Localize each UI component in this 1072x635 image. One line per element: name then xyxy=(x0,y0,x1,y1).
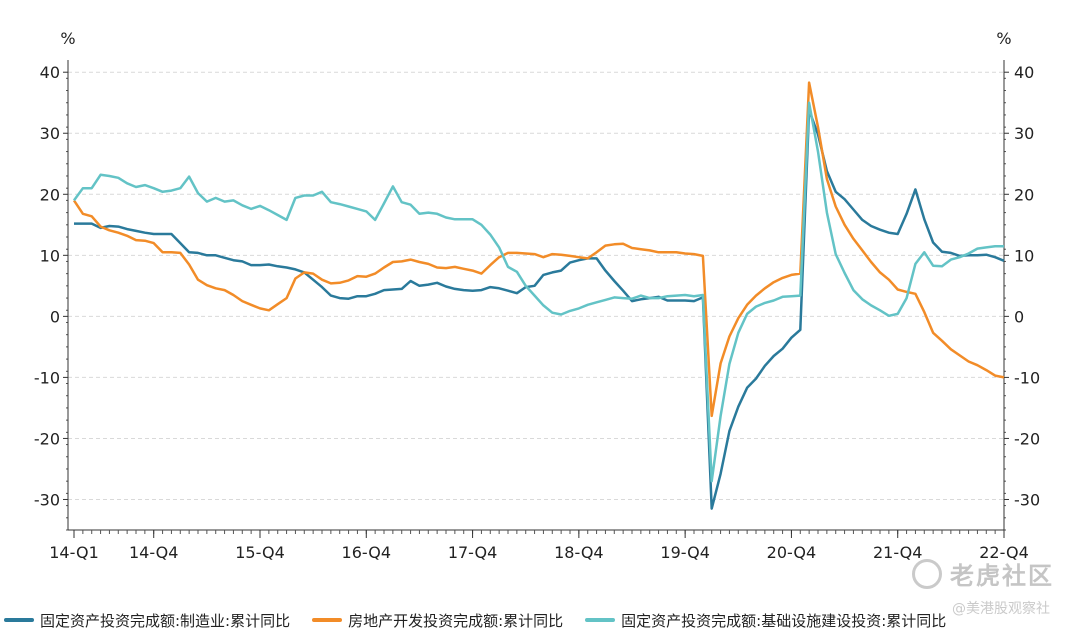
series-line-2 xyxy=(72,81,1005,418)
series-line-3 xyxy=(72,101,1004,483)
y-tick-label-right: 20 xyxy=(1014,185,1034,204)
right-unit-label: % xyxy=(996,29,1011,48)
y-tick-label-left: 20 xyxy=(40,185,60,204)
watermark: 老虎社区 xyxy=(912,556,1054,591)
legend: 固定资产投资完成额:制造业:累计同比 房地产开发投资完成额:累计同比 固定资产投… xyxy=(0,608,1072,632)
legend-item-manufacturing: 固定资产投资完成额:制造业:累计同比 xyxy=(4,610,290,631)
y-tick-label-left: 0 xyxy=(50,307,60,326)
x-tick-label: 20-Q4 xyxy=(767,543,817,562)
legend-swatch xyxy=(312,618,343,622)
y-tick-label-left: 10 xyxy=(40,246,60,265)
legend-item-infrastructure: 固定资产投资完成额:基础设施建设投资:累计同比 xyxy=(585,610,946,631)
x-tick-label: 14-Q4 xyxy=(129,543,179,562)
y-tick-label-right: -30 xyxy=(1014,490,1040,509)
y-tick-label-right: 10 xyxy=(1014,246,1034,265)
y-tick-label-left: -30 xyxy=(34,490,60,509)
watermark-logo-icon xyxy=(912,558,942,589)
x-tick-label: 16-Q4 xyxy=(342,543,392,562)
y-tick-label-right: 40 xyxy=(1014,63,1034,82)
y-tick-label-left: 30 xyxy=(40,124,60,143)
x-tick-label: 15-Q4 xyxy=(235,543,285,562)
legend-label: 房地产开发投资完成额:累计同比 xyxy=(348,611,564,630)
tick-labels: 40 40 30 30 20 20 10 10 0 0 -10 -10 -20 -20 -30 -30 14-Q… xyxy=(34,63,1040,562)
legend-label: 固定资产投资完成额:基础设施建设投资:累计同比 xyxy=(621,611,947,630)
y-tick-label-right: 0 xyxy=(1014,307,1024,326)
legend-swatch xyxy=(585,618,616,622)
left-unit-label: % xyxy=(60,29,75,48)
x-tick-label: 18-Q4 xyxy=(554,543,604,562)
watermark-text: 老虎社区 xyxy=(950,562,1054,590)
legend-swatch xyxy=(4,618,34,622)
y-tick-label-right: 30 xyxy=(1014,124,1034,143)
x-tick-label: 19-Q4 xyxy=(660,543,710,562)
grid-lines xyxy=(68,71,1004,500)
series-group xyxy=(72,81,1005,510)
x-tick-label: 21-Q4 xyxy=(873,543,923,562)
x-tick-label: 14-Q1 xyxy=(49,543,99,562)
y-tick-label-right: -20 xyxy=(1014,429,1040,448)
legend-label: 固定资产投资完成额:制造业:累计同比 xyxy=(40,611,291,630)
y-tick-label-left: 40 xyxy=(40,63,60,82)
y-tick-label-left: -10 xyxy=(34,368,60,387)
axes xyxy=(63,60,1009,538)
legend-item-real-estate: 房地产开发投资完成额:累计同比 xyxy=(312,610,563,631)
y-tick-label-right: -10 xyxy=(1014,368,1040,387)
series-line-1 xyxy=(74,108,1005,510)
line-chart: % % 40 40 30 30 20 20 10 10 0 0 -10 -10 -20 -20 -30 -30… xyxy=(34,29,1040,562)
watermark-sub: @美港股观察社 xyxy=(952,601,1050,617)
y-tick-label-left: -20 xyxy=(34,429,60,448)
x-tick-label: 22-Q4 xyxy=(979,543,1029,562)
x-tick-label: 17-Q4 xyxy=(448,543,498,562)
